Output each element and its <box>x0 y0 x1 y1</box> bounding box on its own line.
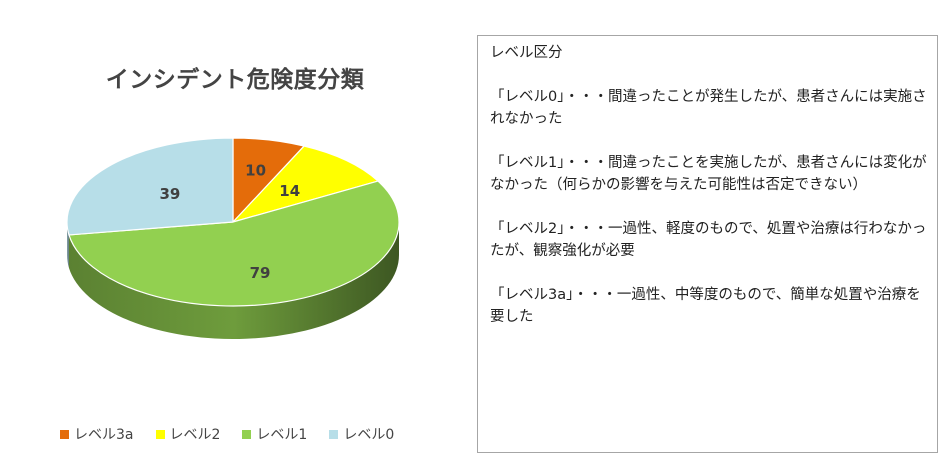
level-description-box: レベル区分 「レベル0」・・・間違ったことが発生したが、患者さんには実施されなか… <box>477 35 938 453</box>
legend-label: レベル0 <box>343 427 395 443</box>
pie-side-level-1 <box>68 222 399 339</box>
legend-label: レベル2 <box>169 427 221 443</box>
legend-swatch <box>155 429 165 439</box>
data-label-level-3a: 10 <box>245 162 266 180</box>
pie-slice-level-2 <box>232 145 379 223</box>
description-entry-level-1: 「レベル1」・・・間違ったことを実施したが、患者さんには変化がなかった（何らかの… <box>490 155 927 193</box>
data-label-level-2: 14 <box>279 182 300 200</box>
pie-slice-level-1 <box>68 180 400 307</box>
legend-label: レベル3a <box>74 427 134 443</box>
data-label-level-0: 39 <box>160 185 181 203</box>
legend-label: レベル1 <box>256 427 308 443</box>
legend-item-level-3a: レベル3a <box>60 424 134 444</box>
data-label-level-1: 79 <box>250 264 271 282</box>
chart-title: インシデント危険度分類 <box>105 67 365 93</box>
description-entry-level-3a: 「レベル3a」・・・一過性、中等度のもので、簡単な処置や治療を要した <box>490 287 921 325</box>
pie-chart: 10 14 79 39 <box>66 137 400 339</box>
description-heading: レベル区分 <box>490 45 563 61</box>
legend-item-level-1: レベル1 <box>242 424 307 444</box>
chart-legend: レベル3a レベル2 レベル1 レベル0 <box>60 424 394 444</box>
legend-item-level-0: レベル0 <box>329 424 394 444</box>
legend-swatch <box>242 429 252 439</box>
legend-swatch <box>329 429 339 439</box>
description-entry-level-2: 「レベル2」・・・一過性、軽度のもので、処置や治療は行わなかったが、観察強化が必… <box>490 221 927 259</box>
pie-slice-level-0 <box>66 137 234 236</box>
legend-swatch <box>60 429 69 439</box>
description-entry-level-0: 「レベル0」・・・間違ったことが発生したが、患者さんには実施されなかった <box>490 89 927 127</box>
legend-item-level-2: レベル2 <box>155 424 221 444</box>
